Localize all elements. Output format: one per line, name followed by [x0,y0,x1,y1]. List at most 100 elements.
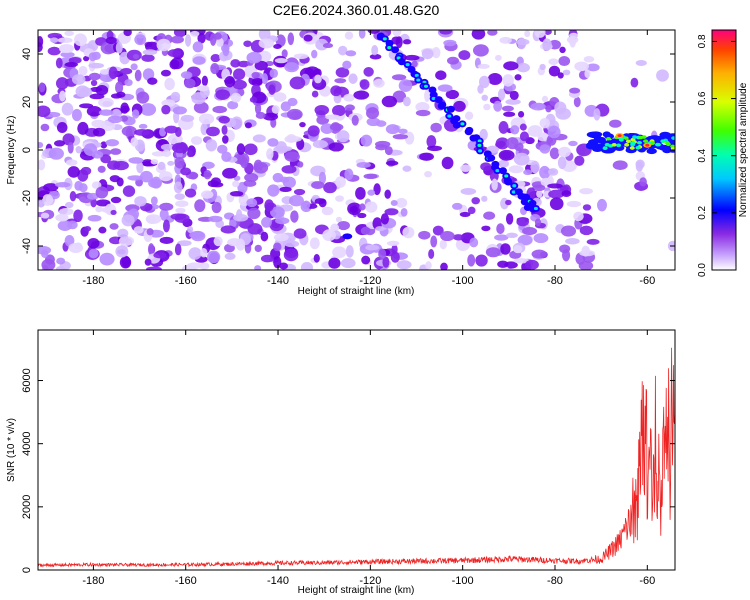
spectrogram-cell [53,140,66,147]
spectrogram-cell [500,243,511,255]
spectrogram-cell [545,105,552,113]
spectrogram-cell [322,229,336,242]
spectrogram-cell [193,101,209,114]
spectrogram-cell [358,30,366,39]
x-tick-label: -180 [82,275,104,287]
streak-peak [460,122,465,126]
spectrogram-cell [98,226,107,234]
spectrogram-cell [41,258,56,270]
spectrogram-cell [230,59,241,68]
spectrogram-cell [314,74,322,84]
spectrogram-cell [525,259,539,270]
spectrogram-cell [71,108,82,122]
spectrogram-cell [215,89,230,100]
spectrogram-cell [278,262,289,270]
spectrogram-cell [83,226,92,232]
spectrogram-cell [67,166,80,178]
spectrogram-cell [134,196,147,207]
spectrogram-cell [318,171,327,185]
spectrogram-cell [201,75,208,87]
spectrogram-cell [328,257,341,269]
spectrogram-cell [593,108,601,121]
spectrogram-cell [97,165,106,173]
spectrogram-cell [251,77,263,87]
spectrogram-cell [232,79,247,90]
spectrogram-cell [400,208,408,217]
spectrogram-cell [41,249,49,258]
spectrogram-cell [95,206,103,213]
spectrogram-cell [118,236,135,246]
spectrogram-cell [303,34,313,42]
spectrogram-cell [150,158,159,165]
spectrogram-cell [396,260,412,270]
spectrogram-cell [160,143,174,151]
spectrogram-cell [268,84,276,95]
spectrogram-cell [49,37,59,43]
spectrogram-cell [494,234,509,241]
spectrogram-cell [543,30,552,35]
spectrogram-cell [185,34,192,47]
spectrogram-cell [253,162,269,174]
spectrogram-cell [233,214,249,222]
spectrogram-cell [560,225,577,237]
spectrogram-cell [196,85,210,92]
streak-peak [512,184,517,188]
spectrogram-cell [471,30,486,40]
spectrogram-cell [159,208,169,221]
spectrogram-cell [458,50,471,61]
x-tick-label: -160 [175,575,197,587]
x-tick-label: -140 [267,275,289,287]
spectrogram-cell [267,138,279,147]
spectrogram-cell [419,152,434,161]
spectrogram-cell [539,117,551,129]
spectrogram-cell [134,69,142,82]
spectrogram-cell [38,199,45,208]
spectrogram-cell [281,49,288,58]
spectrogram-cell [100,154,112,164]
spectrogram-cell [427,145,443,152]
spectrogram-cell [221,125,228,135]
spectrogram-cell [184,78,196,89]
snr-panel: -180 -160 -140 -120 -100 -80 -60 0 2000 4000 6000… [6,329,676,596]
spectrogram-cell [65,159,78,166]
spectrogram-cell [258,38,275,49]
spectrogram-cell [175,207,186,214]
spectrogram-cell [159,202,174,211]
spectrogram-cell [246,51,262,64]
spectrogram-cell [382,256,390,268]
spectrogram-cell [133,53,140,60]
streak-peak [382,37,387,41]
band-peak [602,146,608,151]
spectrogram-cell [124,79,133,87]
spectrogram-cell [547,168,559,176]
spectrogram-cell [101,207,114,213]
spectrogram-cell [131,109,140,119]
spectrogram-cell [88,248,99,259]
spectrogram-cell [574,155,585,166]
spectrogram-cell [548,58,559,66]
spectrogram-cell [309,237,320,250]
spectrogram-cell [421,48,434,60]
spectrogram-cell [557,72,564,79]
spectrogram-cell [232,180,240,188]
spectrogram-cell [344,31,354,40]
spectrogram-cell [153,252,167,259]
spectrogram-cell [402,96,411,107]
spectrogram-cell [596,198,607,212]
spectrogram-cell [487,30,498,36]
spectrogram-cell [513,152,530,166]
spectrogram-cell [127,175,144,181]
spectrogram-cell [415,109,431,117]
spectrogram-cell [48,147,64,160]
spectrogram-cell [100,141,108,149]
spectrogram-cell [519,123,527,131]
x-tick-label: -120 [359,275,381,287]
spectrogram-cell [506,137,519,150]
spectrogram-cell [392,134,409,140]
spectrogram-cell [329,123,344,131]
band-cell [602,131,611,138]
spectrogram-cell [574,61,589,72]
spectrogram-cell [38,82,46,93]
y-tick-label: 0 [21,567,33,573]
spectrogram-cell [167,160,175,166]
